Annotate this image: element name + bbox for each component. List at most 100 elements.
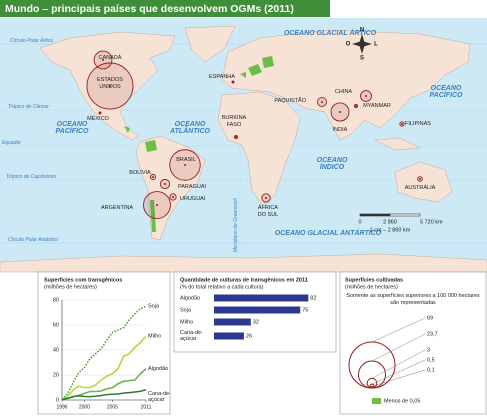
legend-size-label: 0,5 (427, 357, 435, 363)
map-label-line: MYANMAR (363, 103, 391, 109)
green-countries (124, 56, 274, 232)
map-label-line: ESTADOS (97, 77, 123, 83)
leader-line (371, 317, 426, 343)
map-label: ÍNDIA (333, 126, 348, 133)
map-label: BOLÍVIA (129, 169, 151, 176)
chart-title: Superfícies com transgênicos (44, 277, 122, 283)
map-label-line: ÍNDICO (320, 162, 345, 171)
country-dot (164, 183, 166, 185)
map-label-line: DO SUL (258, 212, 278, 218)
map-label-line: ESPANHA (209, 74, 235, 80)
map-label: Equador (2, 140, 21, 146)
country-dot (265, 197, 267, 199)
map-label: OCEANO GLACIAL ÁRTICO (284, 28, 377, 37)
map-label: CANADÁ (99, 54, 122, 61)
map-label-line: PACÍFICO (56, 126, 89, 135)
map-label-line: Meridiano de Greenwich (233, 198, 239, 252)
compass-rose (352, 34, 372, 54)
value-label: 75 (302, 307, 308, 313)
compass-letter: S (360, 56, 364, 62)
map-label-line: UNIDOS (99, 84, 121, 90)
country-dot (401, 123, 403, 125)
leader-line (371, 349, 426, 379)
legend-title: Superfícies cultivadas (345, 277, 403, 283)
bar (214, 294, 309, 302)
map-label-line: BOLÍVIA (129, 169, 151, 176)
map-label-line: OCEANO GLACIAL ANTÁRTICO (275, 228, 382, 237)
map-label-line: OCEANO (431, 85, 462, 92)
compass-letter: O (346, 42, 351, 48)
map-label-line: ÍNDIA (333, 126, 348, 133)
map-label-line: Círculo Polar Antártico (8, 237, 58, 243)
map-label: CHINA (335, 89, 352, 95)
country-dot (419, 178, 421, 180)
leader-line (371, 359, 426, 385)
scale-tick: 2 860 (383, 219, 397, 225)
leader-line (371, 369, 426, 387)
value-label: 82 (310, 295, 316, 301)
map-label-line: Círculo Polar Ártico (10, 37, 53, 44)
legend-note-box: Somente as superfícies superiores a 100 … (346, 293, 480, 306)
map-label: OCEANO PACÍFICO (56, 121, 89, 135)
scale-tick: 0 (358, 219, 361, 225)
map-label: OCEANO GLACIAL ANTÁRTICO (275, 228, 382, 237)
map-label: OCEANO PACÍFICO (430, 85, 463, 99)
label-wrap: Cana-de-açúcar (148, 391, 171, 403)
continents (0, 25, 487, 273)
map-label: PAQUISTÃO (274, 97, 306, 104)
compass-letter: N (360, 28, 364, 34)
map-label: AUSTRÁLIA (405, 184, 436, 191)
y-tick-label: 20 (53, 372, 59, 378)
map-label: Trópico de Câncer (8, 104, 49, 110)
bar (214, 306, 301, 314)
map-label: PARAGUAI (178, 184, 206, 190)
country-dot (355, 105, 357, 107)
country-dot (99, 112, 101, 114)
category-label: Milho (180, 319, 193, 325)
map-label-line: BURKINA (222, 115, 247, 121)
legend-size-label: 3 (427, 347, 430, 353)
country-dot (109, 85, 111, 87)
map-label: Círculo Polar Antártico (8, 237, 58, 243)
label-wrap: Cana-de-açúcar (180, 330, 203, 342)
x-tick-label: 2000 (79, 404, 90, 410)
series-line (61, 388, 147, 401)
map-label: BURKINA FASO (222, 115, 247, 128)
country-dot (235, 136, 237, 138)
map-label: ESPANHA (209, 74, 235, 80)
y-tick-label: 0 (56, 397, 59, 403)
map-label: MÉXICO (87, 115, 109, 122)
scale-bar (359, 213, 421, 217)
country-dot (156, 204, 158, 206)
x-tick-label: 1996 (56, 404, 67, 410)
country-dot (232, 81, 234, 83)
map-label-line: OCEANO (175, 121, 206, 128)
country-dot (321, 101, 323, 103)
legend-label: Soja (148, 304, 160, 310)
map-label-line: OCEANO GLACIAL ÁRTICO (284, 28, 377, 37)
map-label-line: PACÍFICO (430, 90, 463, 99)
map-label-line: ATLÂNTICO (169, 126, 210, 135)
value-label: 26 (246, 333, 252, 339)
map-label: MYANMAR (363, 103, 391, 109)
map-label-line: ARGENTINA (101, 205, 133, 211)
map-label-line: Equador (2, 140, 21, 146)
map-label: OCEANO ATLÂNTICO (169, 121, 210, 135)
map-label-line: BRASIL (176, 157, 196, 163)
bar (214, 332, 244, 340)
legend-note: Somente as superfícies superiores a 100 … (346, 293, 480, 306)
series-line (61, 305, 147, 400)
map-label-line: ÁFRICA (258, 204, 279, 211)
title-bar (0, 0, 330, 17)
map-label-line: FASO (227, 122, 242, 128)
map-label-line: OCEANO (317, 157, 348, 164)
map-label-line: CANADÁ (99, 54, 122, 61)
map-label: FILIPINAS (405, 121, 431, 127)
leader-line (371, 333, 426, 362)
country-dot (102, 59, 104, 61)
map-label: Trópico de Capricórnio (6, 174, 56, 180)
chart-subtitle: (milhões de hectares) (44, 284, 97, 290)
map-label: ÁFRICA DO SUL (258, 204, 279, 218)
